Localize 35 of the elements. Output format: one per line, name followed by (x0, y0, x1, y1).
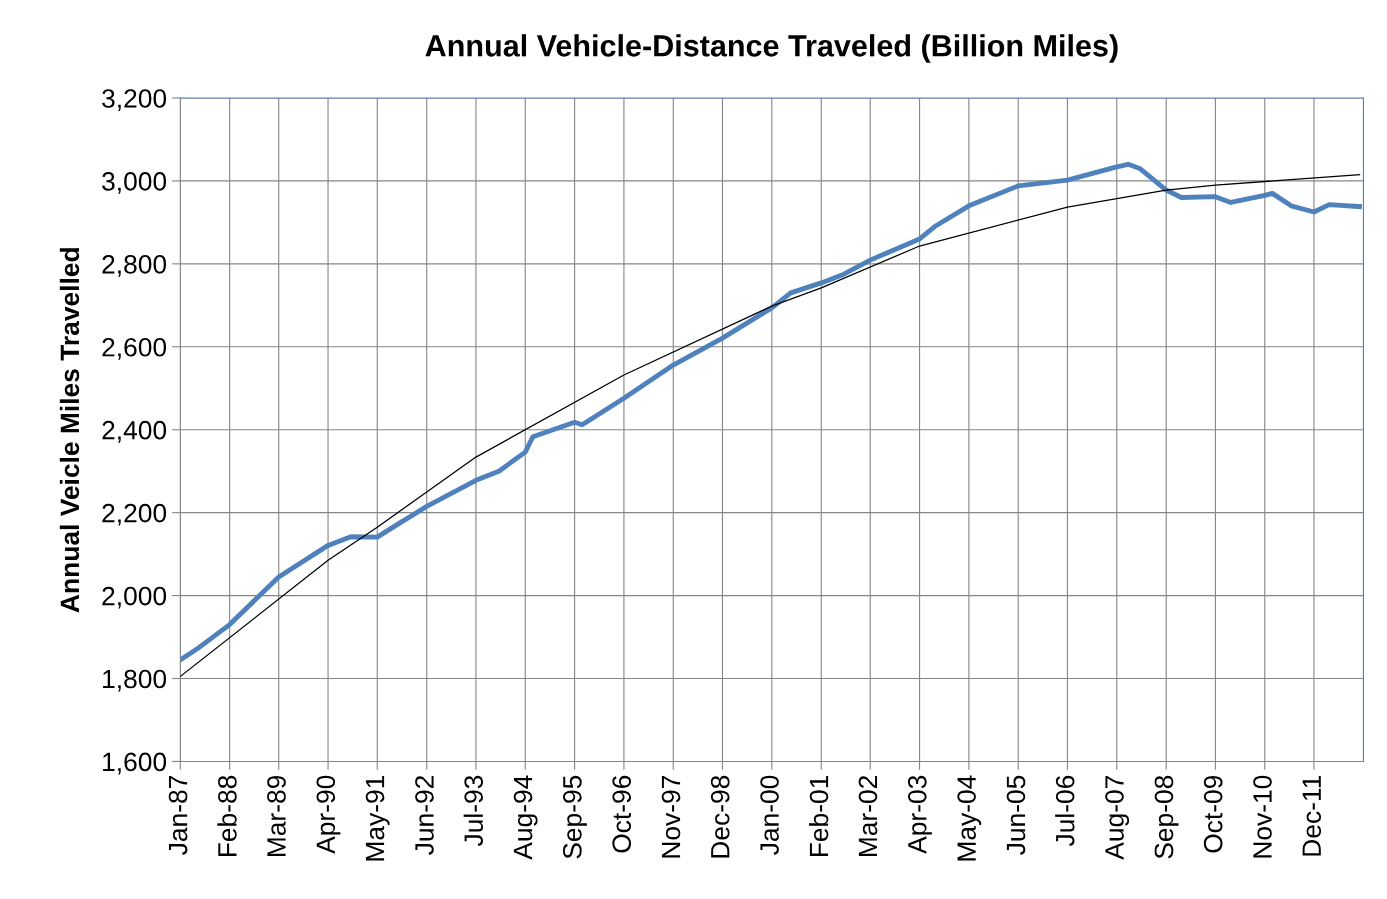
x-tick-label: Oct-09 (1203, 775, 1223, 853)
x-tick-label: May-04 (957, 775, 982, 861)
x-tick-label: Apr-03 (907, 775, 932, 854)
y-tick-label: 1,600 (103, 752, 167, 775)
y-axis-title: Annual Veicle Miles Travelled (59, 248, 80, 613)
x-tick-label: Nov-10 (1253, 775, 1272, 858)
x-tick-label: May-91 (365, 775, 390, 861)
y-tick-label: 3,200 (102, 89, 167, 111)
x-tick-label: Jun-92 (415, 775, 434, 855)
x-tick-label: Aug-94 (513, 775, 538, 860)
y-tick-label: 2,800 (102, 254, 167, 277)
x-tick-label: Jul-93 (463, 775, 484, 847)
x-tick-label: Mar-89 (267, 775, 286, 857)
y-tick-label: 2,400 (102, 420, 167, 443)
x-tick-label: Jul-06 (1055, 775, 1075, 847)
x-tick-label: Dec-98 (710, 775, 730, 858)
chart-title: Annual Vehicle-Distance Traveled (Billion Miles) (425, 34, 1118, 63)
x-tick-label: Mar-02 (858, 775, 878, 857)
y-tick-label: 3,000 (102, 172, 167, 194)
x-tick-label: Dec-11 (1302, 775, 1322, 856)
y-tick-label: 1,800 (103, 669, 167, 692)
x-tick-label: Aug-07 (1105, 775, 1130, 860)
x-tick-label: Sep-95 (562, 775, 587, 859)
x-tick-label: Apr-90 (316, 775, 341, 854)
x-tick-label: Feb-88 (217, 775, 237, 857)
y-tick-label: 2,200 (102, 503, 167, 526)
y-tick-label: 2,600 (102, 337, 167, 360)
x-tick-label: Nov-97 (661, 775, 681, 858)
x-tick-label: Jun-05 (1006, 775, 1026, 855)
x-tick-label: Sep-08 (1154, 775, 1179, 859)
x-tick-label: Jan-00 (760, 775, 779, 855)
x-tick-label: Feb-01 (808, 775, 829, 857)
y-tick-label: 2,000 (102, 586, 167, 609)
x-tick-label: Oct-96 (612, 775, 632, 853)
x-tick-label: Jan-87 (168, 775, 188, 855)
